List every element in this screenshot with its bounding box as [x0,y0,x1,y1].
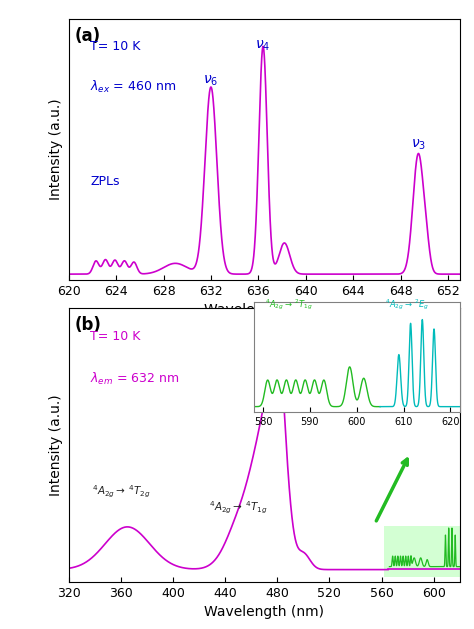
Text: $^4A_{2g} \rightarrow\, ^2T_{1g}$: $^4A_{2g} \rightarrow\, ^2T_{1g}$ [265,298,313,313]
Text: ZPLs: ZPLs [90,175,120,189]
Text: $\lambda_{ex}$ = 460 nm: $\lambda_{ex}$ = 460 nm [90,79,176,95]
Text: $\nu_3$: $\nu_3$ [411,137,426,152]
Text: $^4A_{2g} \rightarrow\, ^2E_g$: $^4A_{2g} \rightarrow\, ^2E_g$ [385,298,429,313]
FancyBboxPatch shape [384,526,460,577]
Text: (a): (a) [74,26,100,45]
Text: T= 10 K: T= 10 K [90,40,141,53]
Y-axis label: Intensity (a.u.): Intensity (a.u.) [49,394,63,496]
X-axis label: Wavelength (nm): Wavelength (nm) [204,303,324,317]
Y-axis label: Intensity (a.u.): Intensity (a.u.) [49,99,63,200]
Text: $\nu_6$: $\nu_6$ [203,73,219,87]
X-axis label: Wavelength (nm): Wavelength (nm) [204,605,324,619]
Text: $^4A_{2g} \rightarrow\, ^4T_{1g}$: $^4A_{2g} \rightarrow\, ^4T_{1g}$ [209,500,267,516]
Text: T= 10 K: T= 10 K [90,330,141,343]
Text: $\nu_4$: $\nu_4$ [255,39,271,53]
Text: $^4A_{2g} \rightarrow\, ^4T_{2g}$: $^4A_{2g} \rightarrow\, ^4T_{2g}$ [91,484,150,500]
Text: $\lambda_{em}$ = 632 nm: $\lambda_{em}$ = 632 nm [90,371,180,387]
Text: (b): (b) [74,316,101,335]
